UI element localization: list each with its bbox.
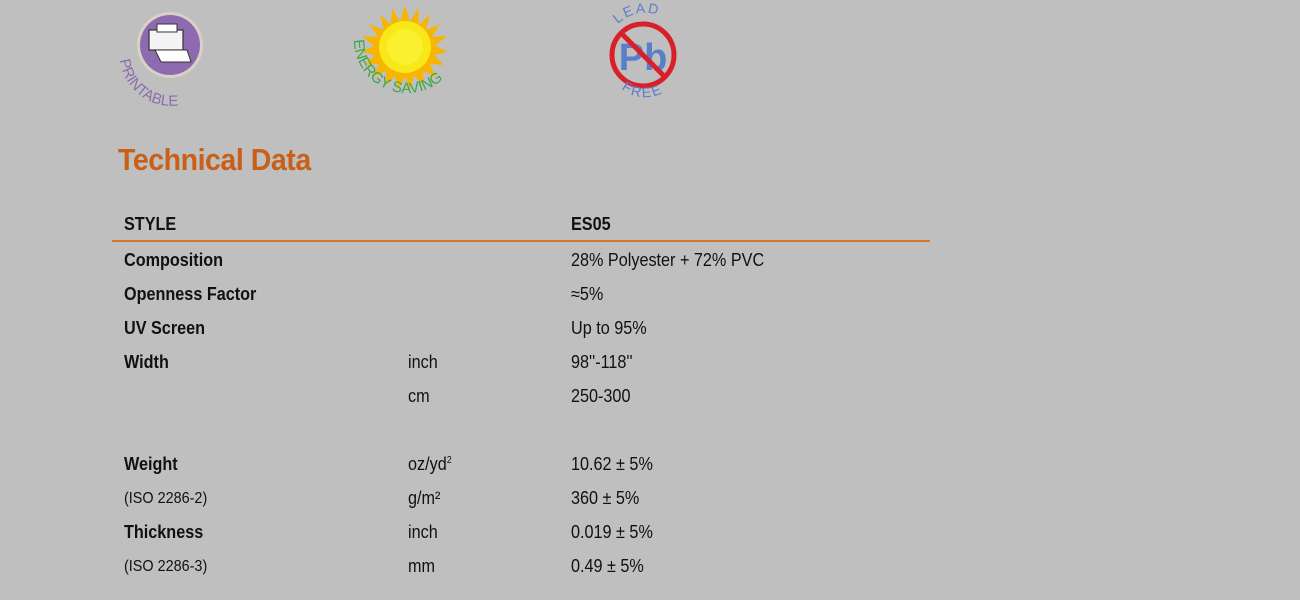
table-row: cm 250-300 — [0, 386, 1300, 416]
table-row: Composition 28% Polyester + 72% PVC — [0, 250, 1300, 280]
row-value: 98''-118'' — [571, 352, 633, 372]
row-unit: mm — [408, 556, 435, 576]
row-value: 28% Polyester + 72% PVC — [571, 250, 765, 270]
row-label: Width — [124, 352, 169, 372]
sun-icon — [361, 5, 448, 89]
style-value: ES05 — [571, 214, 611, 234]
style-label: STYLE — [124, 214, 177, 234]
header-divider — [112, 240, 930, 242]
unit-superscript: 2 — [446, 455, 452, 466]
row-label: Weight — [124, 454, 178, 474]
row-label: Openness Factor — [124, 284, 257, 304]
row-value: 250-300 — [571, 386, 631, 406]
row-unit: inch — [408, 352, 438, 372]
row-label: UV Screen — [124, 318, 206, 338]
row-label: (ISO 2286-2) — [124, 490, 208, 507]
table-row: Openness Factor ≈5% — [0, 284, 1300, 314]
row-label: Composition — [124, 250, 223, 270]
page-title: Technical Data — [118, 142, 311, 177]
energy-saving-logo: ENERGY SAVING — [350, 5, 448, 97]
row-unit: cm — [408, 386, 430, 406]
free-label: FREE — [620, 78, 664, 100]
row-value: 0.019 ± 5% — [571, 522, 653, 542]
printable-logo: PRINTABLE — [116, 12, 203, 110]
svg-text:FREE: FREE — [620, 78, 666, 100]
row-unit: oz/yd2 — [408, 454, 452, 475]
table-row: (ISO 2286-2) g/m² 360 ± 5% — [0, 488, 1300, 518]
lead-free-logo: LEAD Pb FREE — [609, 0, 677, 100]
row-unit: inch — [408, 522, 438, 542]
row-value: 360 ± 5% — [571, 488, 640, 508]
row-unit: g/m² — [408, 488, 441, 508]
row-label: (ISO 2286-3) — [124, 558, 208, 575]
unit-text: oz/yd — [408, 454, 447, 474]
row-value: Up to 95% — [571, 318, 647, 338]
table-row: UV Screen Up to 95% — [0, 318, 1300, 348]
table-row: (ISO 2286-3) mm 0.49 ± 5% — [0, 556, 1300, 586]
table-header: STYLE ES05 — [0, 214, 1300, 244]
table-row: Width inch 98''-118'' — [0, 352, 1300, 382]
table-row: Weight oz/yd2 10.62 ± 5% — [0, 454, 1300, 484]
printer-icon — [148, 23, 192, 63]
table-row: Thickness inch 0.019 ± 5% — [0, 522, 1300, 552]
row-value: ≈5% — [571, 284, 604, 304]
row-label: Thickness — [124, 522, 204, 542]
row-value: 10.62 ± 5% — [571, 454, 653, 474]
row-value: 0.49 ± 5% — [571, 556, 644, 576]
